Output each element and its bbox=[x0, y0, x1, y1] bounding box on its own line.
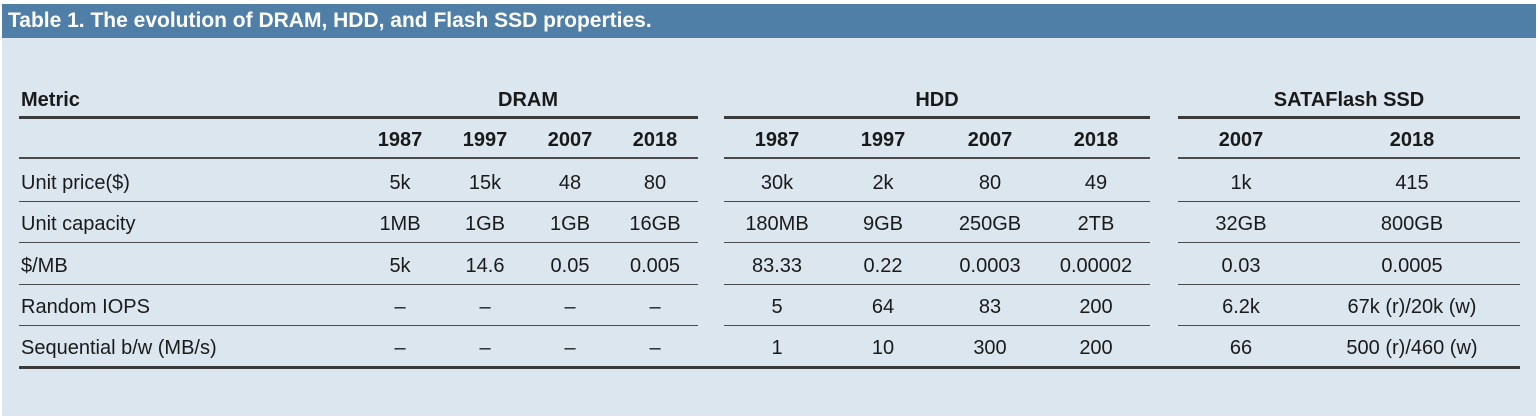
row-divider bbox=[1178, 284, 1520, 285]
column-header-metric: Metric bbox=[21, 89, 80, 111]
table-panel: Table 1. The evolution of DRAM, HDD, and… bbox=[2, 4, 1536, 416]
group-header-ssd: SATAFlash SSD bbox=[1273, 89, 1425, 111]
year-header: 1987 bbox=[754, 129, 800, 151]
table-cell: 0.22 bbox=[863, 255, 903, 277]
year-header: 2018 bbox=[1389, 129, 1435, 151]
table-cell: 83 bbox=[978, 296, 1002, 318]
table-cell: 1k bbox=[1230, 172, 1252, 194]
year-header: 1997 bbox=[462, 129, 508, 151]
row-divider bbox=[724, 201, 1150, 202]
table-cell: – bbox=[479, 337, 491, 359]
table-cell: 500 (r)/460 (w) bbox=[1346, 337, 1478, 359]
year-header: 2007 bbox=[967, 129, 1013, 151]
table-cell: 800GB bbox=[1380, 213, 1444, 235]
row-metric-label: Unit price($) bbox=[21, 172, 130, 194]
table-cell: 2k bbox=[872, 172, 894, 194]
year-header: 2018 bbox=[632, 129, 678, 151]
row-metric-label: Unit capacity bbox=[21, 213, 136, 235]
table-cell: – bbox=[394, 296, 406, 318]
row-divider bbox=[19, 201, 698, 202]
row-divider bbox=[724, 242, 1150, 243]
title-bar: Table 1. The evolution of DRAM, HDD, and… bbox=[2, 4, 1536, 38]
table-cell: 66 bbox=[1229, 337, 1253, 359]
table-cell: 1 bbox=[771, 337, 783, 359]
rule-group-metric-dram bbox=[19, 116, 698, 119]
row-divider bbox=[1178, 201, 1520, 202]
table-cell: 0.0003 bbox=[959, 255, 1021, 277]
year-header: 1997 bbox=[860, 129, 906, 151]
table-cell: 16GB bbox=[629, 213, 681, 235]
row-divider bbox=[19, 325, 698, 326]
rule-years-dram bbox=[19, 157, 698, 159]
rule-table-bottom bbox=[19, 366, 1520, 369]
table-title: Table 1. The evolution of DRAM, HDD, and… bbox=[8, 9, 652, 32]
table-cell: 67k (r)/20k (w) bbox=[1347, 296, 1477, 318]
table-cell: 49 bbox=[1084, 172, 1108, 194]
table-cell: 5k bbox=[389, 255, 411, 277]
year-header: 2007 bbox=[547, 129, 593, 151]
table-cell: 80 bbox=[978, 172, 1002, 194]
table-cell: 200 bbox=[1079, 296, 1113, 318]
table-cell: 415 bbox=[1395, 172, 1429, 194]
row-divider bbox=[19, 242, 698, 243]
table-cell: 80 bbox=[643, 172, 667, 194]
table-cell: 1GB bbox=[549, 213, 591, 235]
rule-group-ssd bbox=[1178, 116, 1520, 119]
table-cell: – bbox=[394, 337, 406, 359]
row-metric-label: Random IOPS bbox=[21, 296, 150, 318]
row-divider bbox=[1178, 242, 1520, 243]
table-cell: 300 bbox=[973, 337, 1007, 359]
row-divider bbox=[724, 284, 1150, 285]
table-cell: – bbox=[564, 337, 576, 359]
table-cell: – bbox=[649, 337, 661, 359]
table-cell: 64 bbox=[871, 296, 895, 318]
year-header: 2007 bbox=[1218, 129, 1264, 151]
table-cell: 6.2k bbox=[1222, 296, 1260, 318]
table-cell: – bbox=[649, 296, 661, 318]
row-divider bbox=[19, 284, 698, 285]
table-cell: 0.005 bbox=[629, 255, 681, 277]
table-cell: 30k bbox=[760, 172, 794, 194]
table-cell: – bbox=[564, 296, 576, 318]
table-cell: 10 bbox=[871, 337, 895, 359]
table-cell: 5 bbox=[771, 296, 783, 318]
row-metric-label: Sequential b/w (MB/s) bbox=[21, 337, 217, 359]
row-metric-label: $/MB bbox=[21, 255, 68, 277]
table-cell: 0.00002 bbox=[1059, 255, 1133, 277]
row-divider bbox=[724, 325, 1150, 326]
table-cell: 0.0005 bbox=[1381, 255, 1443, 277]
table-cell: 15k bbox=[468, 172, 502, 194]
table-cell: 5k bbox=[389, 172, 411, 194]
rule-years-hdd bbox=[724, 157, 1150, 159]
table-cell: 2TB bbox=[1077, 213, 1115, 235]
table-cell: – bbox=[479, 296, 491, 318]
table-cell: 1GB bbox=[464, 213, 506, 235]
year-header: 1987 bbox=[377, 129, 423, 151]
table-cell: 0.05 bbox=[550, 255, 590, 277]
rule-group-hdd bbox=[724, 116, 1150, 119]
table-cell: 48 bbox=[558, 172, 582, 194]
table-cell: 0.03 bbox=[1221, 255, 1261, 277]
table-cell: 180MB bbox=[745, 213, 809, 235]
rule-years-ssd bbox=[1178, 157, 1520, 159]
table-cell: 250GB bbox=[958, 213, 1022, 235]
table-cell: 32GB bbox=[1215, 213, 1267, 235]
year-header: 2018 bbox=[1073, 129, 1119, 151]
table-cell: 83.33 bbox=[751, 255, 803, 277]
table-cell: 1MB bbox=[379, 213, 421, 235]
table-cell: 200 bbox=[1079, 337, 1113, 359]
table-cell: 9GB bbox=[862, 213, 904, 235]
group-header-dram: DRAM bbox=[498, 89, 558, 111]
group-header-hdd: HDD bbox=[915, 89, 959, 111]
row-divider bbox=[1178, 325, 1520, 326]
table-cell: 14.6 bbox=[465, 255, 505, 277]
